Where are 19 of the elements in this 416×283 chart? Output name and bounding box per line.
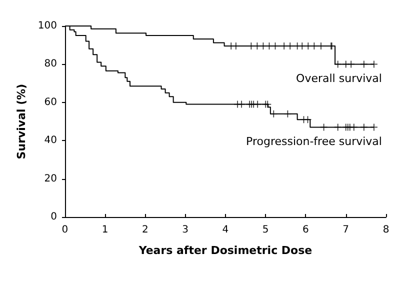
x-tick-label: 3 <box>182 224 189 236</box>
y-axis-title: Survival (%) <box>15 84 28 160</box>
y-tick-label: 0 <box>50 212 57 222</box>
x-axis-title: Years after Dosimetric Dose <box>138 244 312 257</box>
series-label: Progression-free survival <box>246 135 382 148</box>
series-label: Overall survival <box>296 72 382 86</box>
x-tick-label: 0 <box>62 224 68 236</box>
y-tick-label: 80 <box>44 58 57 70</box>
x-tick-label: 7 <box>342 224 350 236</box>
y-tick-label: 60 <box>44 96 57 108</box>
x-tick-label: 4 <box>222 224 229 236</box>
y-tick-label: 100 <box>38 20 57 32</box>
x-tick-label: 1 <box>102 224 108 236</box>
x-tick-label: 6 <box>302 224 309 236</box>
y-tick-label: 20 <box>44 173 57 184</box>
x-tick-label: 2 <box>142 224 148 236</box>
x-tick-label: 5 <box>262 224 269 236</box>
y-tick-label: 40 <box>44 135 57 146</box>
x-tick-label: 8 <box>382 224 390 236</box>
